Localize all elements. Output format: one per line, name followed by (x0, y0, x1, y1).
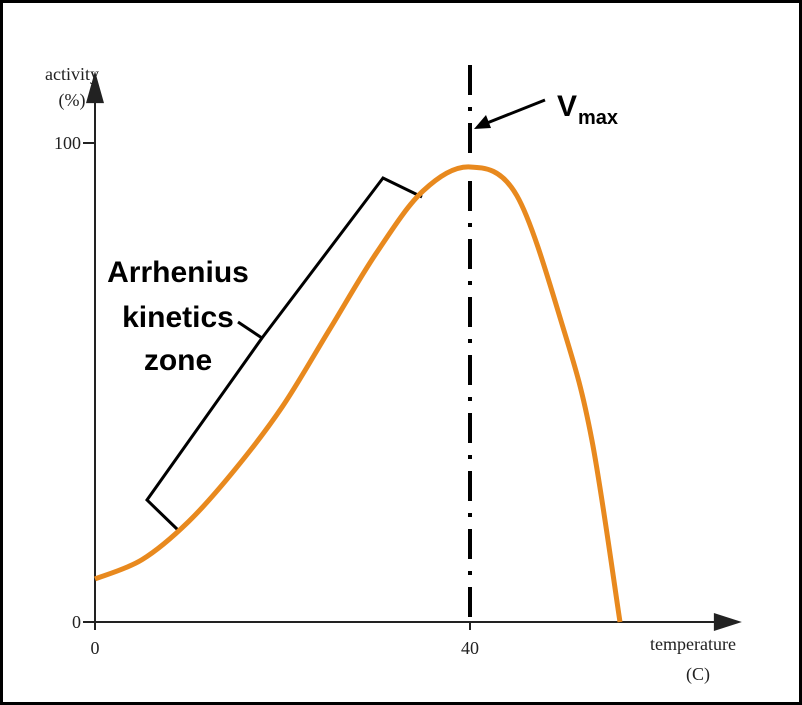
y-tick-label: 100 (54, 133, 81, 153)
y-axis-label: (%) (59, 90, 86, 111)
brace (145, 176, 423, 532)
curve (94, 164, 623, 623)
vline-label: V (557, 90, 577, 123)
x-tick-label: 40 (461, 638, 479, 658)
y-axis-label: activity (45, 64, 99, 84)
annotation: Arrhenius (107, 256, 249, 289)
pointer-arrow-head (474, 115, 491, 129)
vline-label-sub: max (578, 107, 618, 129)
x-axis-label: (C) (686, 664, 710, 685)
y-tick-label: 0 (72, 612, 81, 632)
annotation: kinetics (122, 301, 234, 334)
x-tick-label: 0 (91, 638, 100, 658)
x-axis-arrow (713, 613, 742, 631)
y-axis-arrow (86, 71, 104, 104)
annotation: zone (144, 344, 212, 377)
pointer-arrow (481, 98, 546, 127)
x-axis-label: temperature (650, 634, 736, 654)
